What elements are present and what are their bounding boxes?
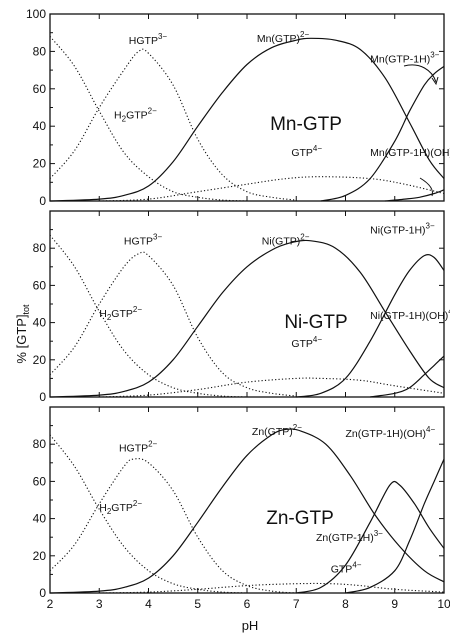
x-tick-label: 6 bbox=[244, 597, 251, 611]
species-label: HGTP3− bbox=[129, 32, 168, 47]
x-tick-label: 2 bbox=[47, 597, 54, 611]
y-tick-label: 60 bbox=[33, 474, 47, 488]
species-label: Ni(GTP-1H)(OH)4− bbox=[370, 307, 450, 322]
species-label: Ni(GTP-1H)3− bbox=[370, 221, 435, 236]
curve-gtp4 bbox=[99, 582, 445, 594]
curve-h2gtp2 bbox=[49, 36, 248, 202]
curve-h2gtp2 bbox=[49, 434, 248, 594]
curve-ni-gtp-1h-3 bbox=[296, 254, 445, 398]
plot-frame bbox=[49, 13, 445, 202]
y-tick-label: 60 bbox=[33, 82, 47, 96]
curve-mn-gtp-1h-3 bbox=[320, 65, 445, 202]
curve-gtp4 bbox=[99, 377, 445, 398]
curve-hgtp3 bbox=[49, 458, 297, 594]
y-tick-label: 80 bbox=[33, 44, 47, 58]
species-label: Mn(GTP-1H)(OH)4− bbox=[370, 144, 450, 159]
species-label: H2GTP2− bbox=[99, 499, 142, 516]
y-tick-label: 80 bbox=[33, 241, 47, 255]
y-axis-title: % [GTP]tot bbox=[14, 304, 31, 364]
x-tick-label: 8 bbox=[342, 597, 349, 611]
x-tick-label: 3 bbox=[96, 597, 103, 611]
y-tick-label: 0 bbox=[39, 586, 46, 600]
species-label: Mn(GTP)2− bbox=[257, 30, 310, 45]
species-label: GTP4− bbox=[291, 335, 322, 350]
y-tick-label: 20 bbox=[33, 549, 47, 563]
pointer-arrow bbox=[419, 177, 433, 197]
curve-hgtp3 bbox=[49, 251, 297, 397]
curve-ni-gtp-1h-oh-4 bbox=[370, 355, 445, 398]
panel-zn-gtp: 0 20 40 60 80 2 3 4 5 6 7 8 9 10 HGTP2− H2GTP2− Zn(GTP)2… bbox=[33, 406, 450, 611]
x-tick-label: 5 bbox=[194, 597, 201, 611]
pointer-arrow bbox=[403, 64, 437, 83]
panel-mn-gtp: 0 20 40 60 80 100 HGTP3− H2GTP2− Mn(GTP)2− GTP4− M… bbox=[26, 7, 450, 208]
panel-ni-gtp: 0 20 40 60 80 HGTP3− H2GTP2− Ni(GTP)2− GTP4− Ni(G… bbox=[33, 210, 450, 404]
species-label: H2GTP2− bbox=[114, 107, 157, 124]
y-tick-label: 40 bbox=[33, 119, 47, 133]
species-label: GTP4− bbox=[291, 144, 322, 159]
panel-title: Zn-GTP bbox=[266, 508, 334, 529]
y-tick-label: 80 bbox=[33, 437, 47, 451]
y-axis-title-main: % [GTP] bbox=[14, 314, 29, 363]
y-tick-label: 20 bbox=[33, 157, 47, 171]
curve-zn-gtp-1h-3 bbox=[296, 480, 445, 594]
pointer-arrow-head bbox=[431, 76, 439, 86]
y-axis-title-subscript: tot bbox=[21, 304, 31, 315]
plot-frame bbox=[49, 210, 445, 398]
panel-title: Ni-GTP bbox=[284, 312, 347, 333]
curve-hgtp3 bbox=[49, 48, 297, 201]
curve-ni-gtp-2 bbox=[49, 239, 445, 398]
species-label: HGTP3− bbox=[124, 232, 163, 247]
x-tick-label: 10 bbox=[437, 597, 450, 611]
y-tick-label: 20 bbox=[33, 353, 47, 367]
curve-zn-gtp-1h-oh-4 bbox=[345, 458, 445, 594]
species-label: Zn(GTP)2− bbox=[252, 423, 302, 438]
curve-gtp4 bbox=[99, 176, 445, 202]
panel-title: Mn-GTP bbox=[270, 114, 342, 135]
curve-mn-gtp-2 bbox=[49, 37, 445, 202]
x-tick-label: 4 bbox=[145, 597, 152, 611]
x-tick-label: 7 bbox=[293, 597, 300, 611]
y-tick-label: 40 bbox=[33, 316, 47, 330]
y-tick-label: 0 bbox=[39, 390, 46, 404]
curve-mn-gtp-1h-oh-4 bbox=[384, 189, 445, 202]
x-tick-label: 9 bbox=[391, 597, 398, 611]
curve-zn-gtp-2 bbox=[49, 428, 445, 594]
y-tick-label: 100 bbox=[26, 7, 46, 21]
species-label: Zn(GTP-1H)3− bbox=[316, 529, 383, 544]
species-label: GTP4− bbox=[331, 561, 362, 576]
x-axis-title: pH bbox=[242, 618, 259, 633]
species-label: H2GTP2− bbox=[99, 305, 142, 322]
y-tick-label: 0 bbox=[39, 194, 46, 208]
species-label: Ni(GTP)2− bbox=[262, 232, 310, 247]
curve-h2gtp2 bbox=[49, 234, 248, 398]
species-label: HGTP2− bbox=[119, 440, 158, 455]
y-tick-label: 40 bbox=[33, 512, 47, 526]
y-tick-label: 60 bbox=[33, 278, 47, 292]
species-label: Zn(GTP-1H)(OH)4− bbox=[346, 425, 436, 440]
species-label: Mn(GTP-1H)3− bbox=[370, 51, 440, 66]
